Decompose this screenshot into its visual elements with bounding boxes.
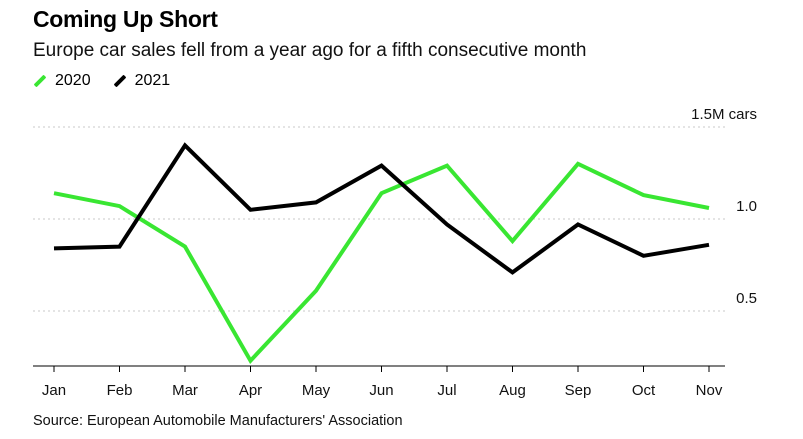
x-tick-label: Oct bbox=[632, 382, 656, 399]
x-tick-label: May bbox=[302, 382, 331, 399]
source-note: Source: European Automobile Manufacturer… bbox=[33, 413, 403, 429]
x-tick-label: Nov bbox=[696, 382, 723, 399]
x-tick-label: Jan bbox=[42, 382, 66, 399]
y-tick-label: 1.5M cars bbox=[691, 106, 757, 123]
chart-subtitle: Europe car sales fell from a year ago fo… bbox=[33, 40, 587, 61]
x-tick-label: Jul bbox=[437, 382, 456, 399]
x-tick-label: Apr bbox=[239, 382, 262, 399]
y-tick-label: 1.0 bbox=[736, 198, 757, 215]
series-line-2020 bbox=[53, 161, 710, 365]
series-line-2021 bbox=[53, 142, 710, 275]
x-tick-label: Feb bbox=[107, 382, 133, 399]
y-tick-label: 0.5 bbox=[736, 290, 757, 307]
x-tick-label: Aug bbox=[499, 382, 526, 399]
legend-label-2020: 2020 bbox=[55, 72, 91, 89]
x-tick-label: Jun bbox=[369, 382, 393, 399]
x-tick-label: Mar bbox=[172, 382, 198, 399]
legend-label-2021: 2021 bbox=[134, 72, 171, 89]
x-tick-label: Sep bbox=[565, 382, 592, 399]
legend: 2020 2021 bbox=[33, 72, 192, 90]
legend-item-2020: 2020 bbox=[33, 72, 91, 90]
chart-title: Coming Up Short bbox=[33, 6, 218, 32]
legend-item-2021: 2021 bbox=[113, 72, 171, 90]
